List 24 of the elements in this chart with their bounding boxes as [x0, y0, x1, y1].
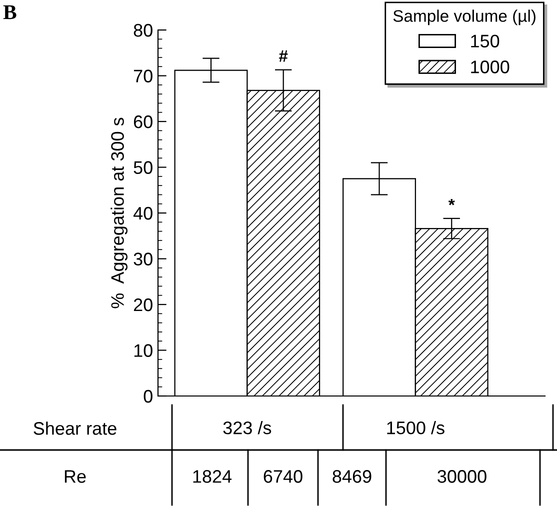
y-axis-title: % Aggregation at 300 s [110, 118, 128, 308]
x-tick-label: 1500 /s [387, 421, 444, 434]
y-tick-label: 40 [133, 206, 152, 220]
annotation: # [279, 50, 288, 62]
text: B [3, 5, 16, 20]
x-axis-title: Shear rate [34, 422, 116, 435]
y-tick-label: 80 [134, 24, 152, 37]
text: Re [64, 470, 86, 483]
annotation: * [448, 198, 455, 206]
y-tick-label: 20 [134, 298, 152, 312]
y-tick-label: 0 [144, 390, 152, 403]
text: 8469 [332, 470, 372, 483]
legend-label: 150 [471, 34, 500, 48]
text: 30000 [438, 470, 486, 483]
y-tick-label: 60 [134, 115, 152, 128]
y-tick-label: 50 [134, 161, 152, 174]
text: 1824 [193, 470, 232, 483]
y-tick-label: 70 [134, 70, 152, 82]
text: 6740 [264, 470, 302, 483]
y-tick-label: 10 [134, 344, 152, 357]
y-tick-label: 30 [134, 252, 152, 266]
legend-title: Sample volume (µl) [393, 10, 536, 26]
legend-label: 1000 [471, 60, 510, 74]
x-tick-label: 323 /s [223, 421, 272, 434]
